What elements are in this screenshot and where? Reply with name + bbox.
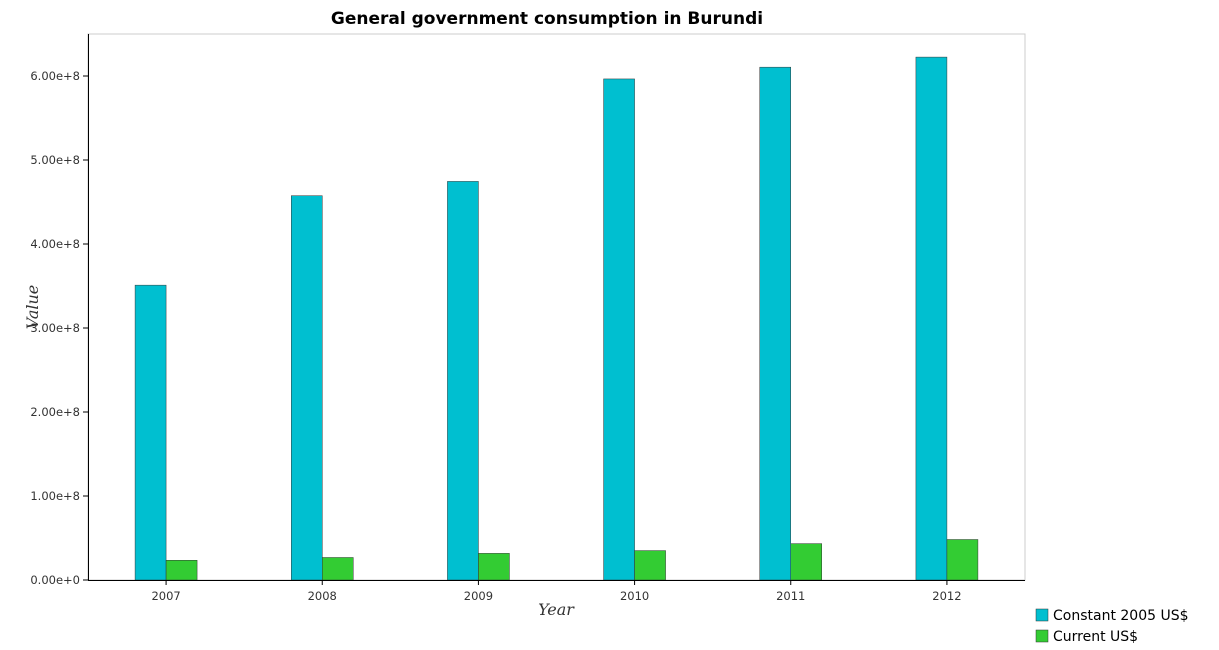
legend-swatch-constant: [1035, 608, 1049, 622]
bar-current-2011: [790, 543, 822, 581]
bar-constant-2011: [759, 66, 791, 581]
y-tick-label: 5.00e+8: [30, 153, 80, 167]
bar-current-2009: [478, 553, 510, 581]
bar-constant-2012: [915, 56, 948, 581]
bar-current-2008: [322, 557, 354, 581]
plot-area: [87, 33, 1026, 581]
y-axis-label: Value: [23, 285, 42, 330]
x-tick-label: 2010: [620, 589, 649, 603]
bar-current-2012: [946, 539, 979, 581]
legend: Constant 2005 US$ Current US$: [1035, 608, 1189, 645]
bar-current-2010: [634, 550, 666, 581]
x-tick-label: 2007: [151, 589, 180, 603]
bar-constant-2008: [291, 195, 323, 581]
x-axis-label: Year: [538, 600, 575, 619]
y-tick-label: 4.00e+8: [30, 237, 80, 251]
y-tick-label: 1.00e+8: [30, 489, 80, 503]
y-tick-label: 6.00e+8: [30, 69, 80, 83]
y-tick-label: 3.00e+8: [30, 321, 80, 335]
y-tick-label: 0.00e+0: [30, 573, 80, 587]
x-tick-label: 2011: [776, 589, 805, 603]
x-axis-ticks: 2007 2008 2009 2010 2011 2012: [151, 580, 962, 603]
x-tick-label: 2009: [464, 589, 493, 603]
y-axis-ticks: 0.00e+0 1.00e+8 2.00e+8 3.00e+8 4.00e+8 5.00e…: [30, 69, 88, 587]
bar-constant-2007: [134, 284, 167, 581]
bar-constant-2009: [447, 181, 479, 581]
x-tick-label: 2012: [932, 589, 961, 603]
legend-label-constant: Constant 2005 US$: [1053, 608, 1189, 624]
legend-swatch-current: [1035, 629, 1049, 643]
x-tick-label: 2008: [308, 589, 337, 603]
legend-label-current: Current US$: [1053, 629, 1138, 645]
chart-title: General government consumption in Burund…: [331, 9, 763, 29]
bar-current-2007: [165, 560, 198, 581]
bar-constant-2010: [603, 78, 635, 581]
y-tick-label: 2.00e+8: [30, 405, 80, 419]
